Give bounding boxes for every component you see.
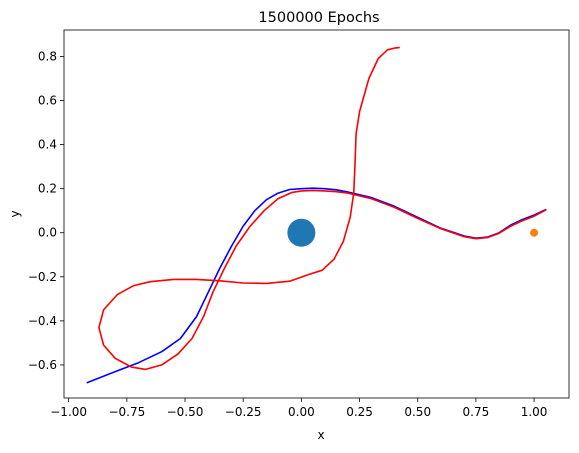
marker-point-1 (287, 218, 316, 247)
y-tick-label: 0.4 (38, 138, 57, 152)
y-tick-label: −0.4 (28, 314, 57, 328)
x-tick-label: 1.00 (521, 405, 548, 419)
series-line-2 (98, 46, 547, 371)
x-tick-label: 0.75 (463, 405, 490, 419)
x-tick-label: −0.75 (108, 405, 145, 419)
chart-title: 1500000 Epochs (258, 10, 379, 26)
series-line-1 (86, 187, 547, 384)
x-tick-label: 0.25 (346, 405, 373, 419)
x-axis-label: x (317, 428, 324, 442)
x-axis: −1.00 −0.75 −0.50 −0.25 0.00 0.25 0.50 0.75 1.00 (50, 398, 547, 419)
y-tick-label: −0.2 (28, 270, 57, 284)
y-tick-label: −0.6 (28, 358, 57, 372)
y-tick-label: 0.2 (38, 182, 57, 196)
y-tick-label: 0.0 (38, 226, 57, 240)
marker-point-2 (530, 228, 539, 237)
y-axis-label: y (8, 210, 22, 217)
plot-area (86, 46, 547, 384)
y-tick-label: 0.8 (38, 49, 57, 63)
x-tick-label: 0.00 (288, 405, 315, 419)
axes-frame (63, 29, 570, 399)
y-tick-label: 0.6 (38, 94, 57, 108)
x-tick-label: −0.50 (167, 405, 204, 419)
x-tick-label: −1.00 (50, 405, 87, 419)
x-tick-label: 0.50 (404, 405, 431, 419)
x-tick-label: −0.25 (225, 405, 262, 419)
y-axis: −0.6 −0.4 −0.2 0.0 0.2 0.4 0.6 0.8 (28, 49, 64, 372)
